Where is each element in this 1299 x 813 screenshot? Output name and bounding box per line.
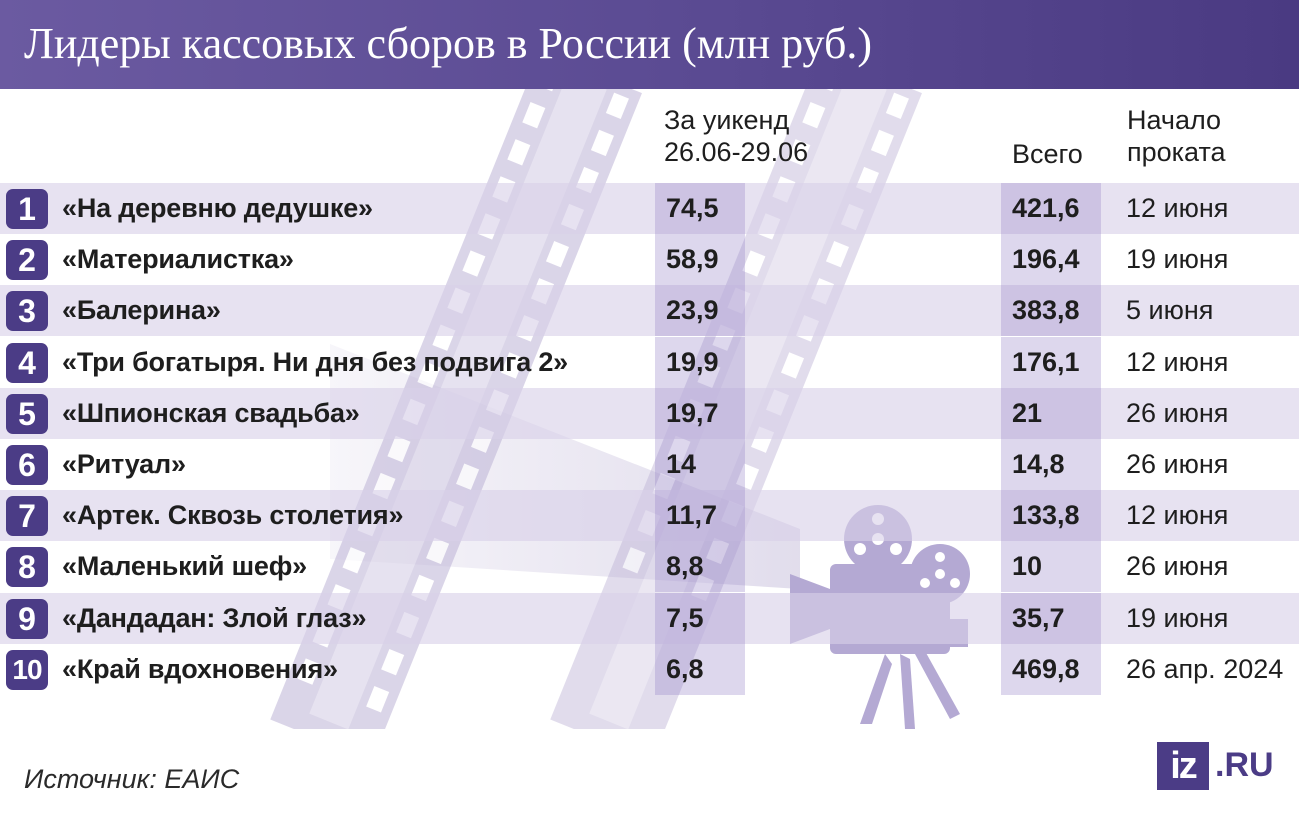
- rank-badge: 6: [6, 445, 48, 485]
- column-header-total: Всего: [1012, 139, 1083, 169]
- row-background: [0, 183, 1299, 234]
- release-date: 26 апр. 2024: [1126, 653, 1284, 684]
- weekend-gross: 74,5: [666, 193, 719, 223]
- rank-badge: 9: [6, 598, 48, 639]
- rank-badge: 1: [6, 189, 48, 229]
- weekend-gross: 6,8: [666, 653, 704, 684]
- release-date: 5 июня: [1126, 295, 1214, 326]
- weekend-column-band: [655, 592, 745, 644]
- film-title: «На деревню дедушке»: [62, 193, 373, 223]
- weekend-gross: 19,9: [666, 346, 719, 377]
- film-title: «Три богатыря. Ни дня без подвига 2»: [62, 346, 568, 377]
- rank-badge: 7: [6, 496, 48, 537]
- row-background: [0, 387, 1299, 439]
- weekend-column-band: [655, 285, 745, 337]
- film-title: «Артек. Сквозь столетия»: [62, 500, 404, 531]
- total-gross: 14,8: [1012, 449, 1065, 479]
- weekend-column-band: [655, 234, 745, 286]
- table-row: 1 «На деревню дедушке» 74,5 421,6 12 июня: [0, 183, 1299, 234]
- weekend-gross: 8,8: [666, 551, 704, 582]
- logo-text: .RU: [1215, 746, 1274, 784]
- weekend-column-band: [655, 541, 745, 593]
- start-header-line1: Начало: [1127, 105, 1222, 135]
- total-column-band: [1001, 285, 1101, 337]
- table-row: 7 «Артек. Сквозь столетия» 11,7 133,8 12 июн…: [0, 490, 1299, 542]
- table-row: 2 «Материалистка» 58,9 196,4 19 июня: [0, 234, 1299, 286]
- film-title: «Край вдохновения»: [62, 653, 338, 684]
- iz-logo: iz .RU: [1157, 742, 1282, 790]
- weekend-gross: 14: [666, 449, 697, 479]
- rank-badge: 3: [6, 291, 48, 332]
- weekend-column-band: [655, 336, 745, 388]
- total-column-band: [1001, 643, 1101, 695]
- total-column-band: [1001, 183, 1101, 234]
- weekend-column-band: [655, 439, 745, 490]
- start-header-line2: проката: [1127, 137, 1226, 167]
- weekend-gross: 23,9: [666, 295, 719, 326]
- weekend-header-line2: 26.06-29.06: [664, 137, 809, 167]
- table-row: 9 «Дандадан: Злой глаз» 7,5 35,7 19 июня: [0, 592, 1299, 644]
- film-title: «Ритуал»: [62, 449, 186, 479]
- table-row: 8 «Маленький шеф» 8,8 10 26 июня: [0, 541, 1299, 593]
- release-date: 19 июня: [1126, 602, 1229, 633]
- total-column-band: [1001, 336, 1101, 388]
- table-row: 10 «Край вдохновения» 6,8 469,8 26 апр. 2024: [0, 643, 1299, 695]
- total-gross: 176,1: [1012, 346, 1080, 377]
- release-date: 26 июня: [1126, 551, 1229, 582]
- row-background: [0, 285, 1299, 337]
- weekend-header-line1: За уикенд: [664, 105, 790, 135]
- weekend-column-band: [655, 183, 745, 234]
- total-gross: 421,6: [1012, 193, 1080, 223]
- table-row: 3 «Балерина» 23,9 383,8 5 июня: [0, 285, 1299, 337]
- weekend-column-band: [655, 387, 745, 439]
- table-row: 4 «Три богатыря. Ни дня без подвига 2» 19,…: [0, 336, 1299, 388]
- film-title: «Шпионская свадьба»: [62, 397, 360, 428]
- total-gross: 10: [1012, 551, 1043, 582]
- total-gross: 35,7: [1012, 602, 1065, 633]
- total-column-band: [1001, 234, 1101, 286]
- row-background: [0, 490, 1299, 542]
- header-bar: Лидеры кассовых сборов в России (млн руб…: [0, 0, 1299, 89]
- total-gross: 196,4: [1012, 244, 1080, 275]
- source-note: Источник: ЕАИС: [24, 764, 240, 794]
- total-column-band: [1001, 387, 1101, 439]
- film-title: «Дандадан: Злой глаз»: [62, 602, 367, 633]
- column-header-weekend: За уикенд 26.06-29.06: [664, 104, 904, 168]
- column-header-start: Начало проката: [1127, 104, 1287, 168]
- weekend-gross: 58,9: [666, 244, 719, 275]
- release-date: 26 июня: [1126, 449, 1229, 479]
- release-date: 12 июня: [1126, 346, 1229, 377]
- total-column-band: [1001, 439, 1101, 490]
- release-date: 12 июня: [1126, 193, 1229, 223]
- rank-badge: 5: [6, 393, 48, 434]
- release-date: 12 июня: [1126, 500, 1229, 531]
- rank-badge: 4: [6, 342, 48, 383]
- row-background: [0, 439, 1299, 490]
- film-title: «Балерина»: [62, 295, 221, 326]
- rank-badge: 10: [6, 649, 48, 690]
- total-gross: 133,8: [1012, 500, 1080, 531]
- total-column-band: [1001, 592, 1101, 644]
- row-background: [0, 592, 1299, 644]
- page-title: Лидеры кассовых сборов в России (млн руб…: [24, 19, 873, 68]
- release-date: 19 июня: [1126, 244, 1229, 275]
- total-gross: 21: [1012, 397, 1043, 428]
- weekend-gross: 11,7: [666, 500, 718, 531]
- film-title: «Маленький шеф»: [62, 551, 307, 582]
- weekend-column-band: [655, 490, 745, 542]
- total-gross: 383,8: [1012, 295, 1080, 326]
- table-row: 5 «Шпионская свадьба» 19,7 21 26 июня: [0, 387, 1299, 439]
- total-gross: 469,8: [1012, 653, 1080, 684]
- weekend-gross: 7,5: [666, 602, 704, 633]
- weekend-column-band: [655, 643, 745, 695]
- rank-badge: 8: [6, 547, 48, 588]
- rank-badge: 2: [6, 240, 48, 281]
- film-title: «Материалистка»: [62, 244, 294, 275]
- table-row: 6 «Ритуал» 14 14,8 26 июня: [0, 439, 1299, 490]
- logo-mark: iz: [1157, 742, 1209, 790]
- total-column-band: [1001, 490, 1101, 542]
- weekend-gross: 19,7: [666, 397, 719, 428]
- total-column-band: [1001, 541, 1101, 593]
- release-date: 26 июня: [1126, 397, 1229, 428]
